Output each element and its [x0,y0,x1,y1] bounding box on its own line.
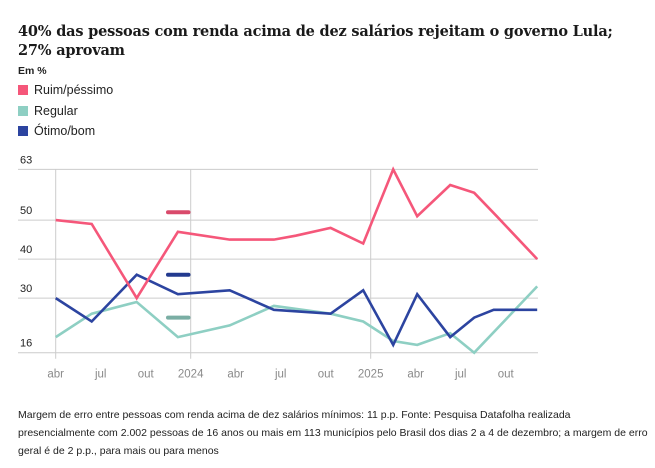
footer-note: Margem de erro entre pessoas com renda a… [18,409,648,457]
legend-item-regular: Regular [18,101,113,122]
series-line-1 [54,285,539,355]
series-lines [54,166,539,355]
x-tick-label: out [318,369,335,381]
y-tick-label: 30 [20,283,32,295]
x-tick-label: jul [94,369,107,381]
legend-label: Ruim/péssimo [34,83,114,98]
legend-swatch-otimo-bom [18,126,28,137]
legend-label: Ótimo/bom [34,124,96,139]
chart-title: 40% das pessoas com renda acima de dez s… [18,23,613,59]
legend-swatch-ruim-pessimo [18,85,28,96]
legend-item-ruim-pessimo: Ruim/péssimo [18,80,113,101]
y-tick-label: 63 [20,154,32,166]
series-line-0 [55,166,539,301]
y-tick-label: 16 [20,338,32,350]
x-tick-label: abr [407,369,424,381]
y-tick-label: 50 [20,205,32,217]
x-tick-label: jul [454,369,467,381]
legend-item-otimo-bom: Ótimo/bom [18,121,113,142]
x-tick-label: abr [227,369,244,381]
legend-swatch-regular [18,105,28,116]
legend-label: Regular [34,103,78,118]
unit-label: Em % [18,65,47,77]
x-tick-label: jul [274,369,287,381]
x-tick-label: 2025 [358,369,384,381]
grid-lines [18,168,538,359]
y-axis: 63 50 40 30 16 [20,154,32,349]
y-tick-label: 40 [20,244,32,256]
series-line-2 [54,273,538,348]
x-tick-label: out [138,369,155,381]
x-tick-label: out [498,369,515,381]
x-tick-label: abr [47,369,64,381]
reference-markers [166,210,191,320]
x-tick-label: 2024 [178,369,204,381]
legend: Ruim/péssimo Regular Ótimo/bom [18,80,113,142]
x-axis: abr jul out 2024 abr jul out 2025 abr jul out [47,369,514,381]
